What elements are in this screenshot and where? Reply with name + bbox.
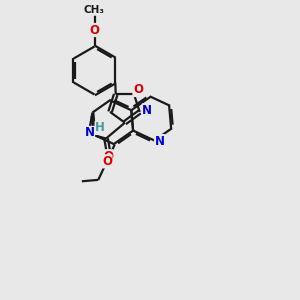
Text: N: N <box>85 127 94 140</box>
Text: N: N <box>142 104 152 117</box>
Text: O: O <box>89 23 100 37</box>
Text: N: N <box>154 135 165 148</box>
Text: CH₃: CH₃ <box>84 5 105 15</box>
Text: O: O <box>133 83 143 97</box>
Text: O: O <box>103 150 113 163</box>
Text: O: O <box>102 155 112 168</box>
Text: H: H <box>95 122 105 134</box>
